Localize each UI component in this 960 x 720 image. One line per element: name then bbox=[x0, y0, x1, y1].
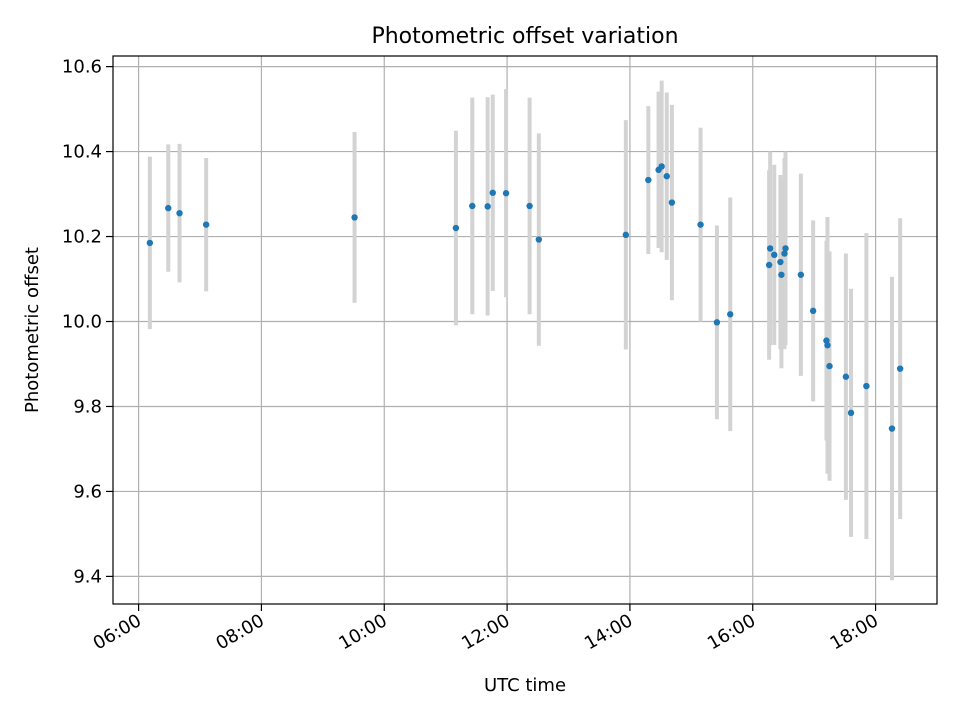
y-tick-label: 9.4 bbox=[73, 566, 102, 587]
data-point bbox=[502, 190, 510, 197]
y-tick-label: 9.6 bbox=[73, 481, 102, 502]
data-point bbox=[469, 202, 476, 210]
data-point bbox=[202, 221, 210, 228]
grid-lines bbox=[113, 56, 937, 604]
y-tick-label: 10.0 bbox=[62, 312, 102, 333]
data-point bbox=[663, 173, 670, 180]
data-point bbox=[697, 221, 704, 228]
data-point bbox=[847, 409, 855, 417]
data-point bbox=[351, 214, 358, 221]
data-point bbox=[484, 203, 491, 210]
plot-frame bbox=[112, 55, 938, 605]
data-point bbox=[863, 382, 870, 390]
y-tick-label: 10.6 bbox=[62, 57, 102, 78]
x-axis-label: UTC time bbox=[484, 675, 566, 696]
data-point bbox=[797, 271, 805, 278]
y-tick-label: 10.4 bbox=[62, 142, 102, 163]
y-tick-label: 9.8 bbox=[73, 396, 102, 417]
data-point bbox=[782, 245, 789, 252]
data-point bbox=[489, 189, 496, 196]
chart-title: Photometric offset variation bbox=[371, 24, 678, 49]
data-point bbox=[778, 271, 785, 278]
data-point bbox=[645, 176, 652, 184]
data-points bbox=[146, 163, 904, 432]
data-point bbox=[713, 319, 721, 326]
data-point bbox=[896, 365, 904, 372]
data-point bbox=[765, 261, 773, 269]
data-point bbox=[771, 251, 778, 259]
data-point bbox=[766, 245, 774, 252]
data-point bbox=[842, 373, 850, 380]
data-point bbox=[452, 224, 460, 232]
data-point bbox=[668, 199, 676, 206]
data-point bbox=[888, 425, 896, 432]
data-point bbox=[622, 231, 630, 239]
data-point bbox=[535, 236, 543, 243]
data-point bbox=[176, 209, 183, 217]
data-point bbox=[781, 250, 788, 257]
data-point bbox=[809, 307, 817, 315]
data-point bbox=[777, 258, 784, 266]
y-axis-label: Photometric offset bbox=[22, 247, 43, 413]
y-tick-label: 10.2 bbox=[62, 227, 102, 248]
data-point bbox=[727, 311, 734, 318]
data-point bbox=[526, 202, 533, 210]
data-point bbox=[165, 204, 172, 212]
data-point bbox=[824, 342, 831, 349]
data-point bbox=[658, 163, 665, 170]
data-point bbox=[146, 239, 154, 247]
data-point bbox=[826, 362, 833, 370]
